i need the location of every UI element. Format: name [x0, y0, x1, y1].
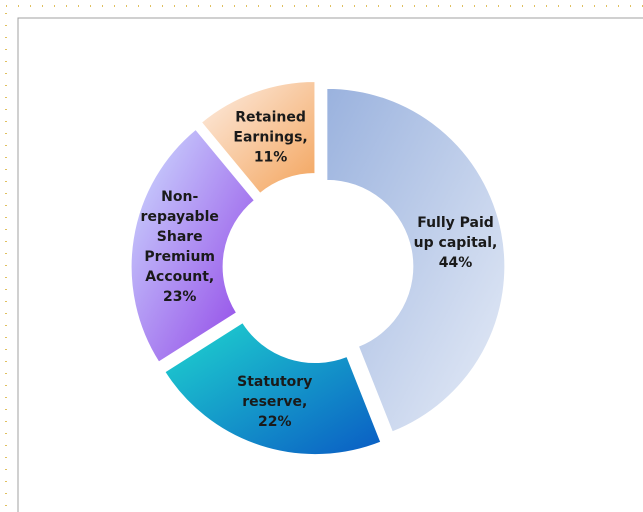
data-label-line: Account,	[145, 269, 214, 285]
data-label-line: reserve,	[242, 394, 307, 410]
data-label-line: 22%	[258, 414, 292, 430]
data-label-line: Fully Paid	[417, 215, 494, 231]
data-label: Statutory reserve, 22%	[237, 374, 312, 430]
data-label: Fully Paid up capital, 44%	[414, 215, 498, 271]
data-label-line: Retained	[235, 109, 306, 125]
data-label-line: 23%	[163, 289, 197, 305]
donut-segment	[326, 87, 506, 433]
data-label: Retained Earnings, 11%	[233, 109, 307, 165]
data-label-line: Share	[157, 229, 203, 245]
data-label-line: 44%	[439, 255, 473, 271]
donut-segment	[130, 128, 255, 363]
donut-segment	[200, 81, 316, 194]
data-label-line: Non-	[161, 189, 198, 205]
data-label-line: Statutory	[237, 374, 312, 390]
data-label-line: up capital,	[414, 235, 498, 251]
data-label-line: repayable	[141, 209, 219, 225]
data-label-line: 11%	[254, 149, 288, 165]
data-label: Non-repayable Share Premium Account, 23%	[141, 189, 219, 305]
data-label-line: Earnings,	[233, 129, 307, 145]
donut-segment	[164, 321, 382, 456]
data-label-line: Premium	[144, 249, 215, 265]
